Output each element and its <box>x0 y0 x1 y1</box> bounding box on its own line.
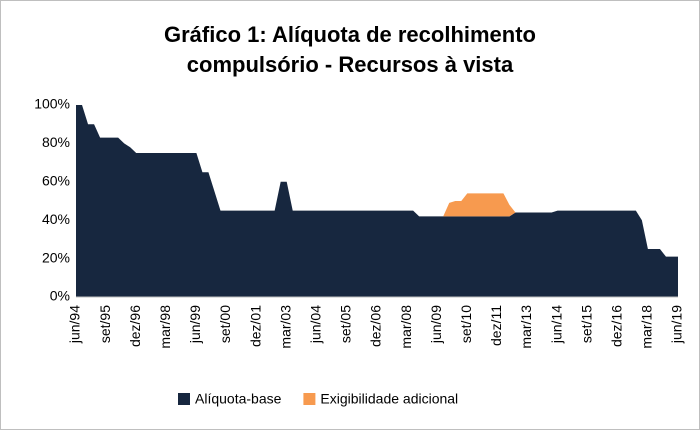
x-tick-label: mar/98 <box>157 305 173 349</box>
area <box>76 105 678 297</box>
y-tick-label: 100% <box>34 96 70 112</box>
x-tick-label: mar/18 <box>639 305 655 349</box>
legend-swatch <box>303 393 316 405</box>
x-tick-label: jun/99 <box>187 305 203 344</box>
x-tick-label: set/00 <box>217 305 233 343</box>
x-tick-label: jun/94 <box>67 305 83 344</box>
x-tick-label: set/95 <box>97 305 113 343</box>
x-tick-label: dez/11 <box>488 305 504 346</box>
x-tick-label: set/10 <box>458 305 474 343</box>
chart-title: Gráfico 1: Alíquota de recolhimento <box>164 22 536 47</box>
y-tick-label: 40% <box>42 211 70 227</box>
y-tick-label: 20% <box>42 249 70 265</box>
x-tick-label: jun/09 <box>428 305 444 344</box>
x-tick-label: dez/01 <box>247 305 263 347</box>
x-tick-label: mar/13 <box>518 305 534 349</box>
legend-label: Alíquota-base <box>195 391 282 407</box>
legend-swatch <box>178 393 190 405</box>
x-tick-label: dez/96 <box>127 305 143 347</box>
x-tick-label: jun/04 <box>308 305 324 344</box>
x-tick-label: dez/06 <box>368 305 384 347</box>
x-tick-label: set/15 <box>578 305 594 343</box>
x-tick-label: dez/16 <box>609 305 625 347</box>
x-tick-label: jun/19 <box>669 305 685 344</box>
y-tick-label: 60% <box>42 173 70 189</box>
chart-title: compulsório - Recursos à vista <box>187 52 514 77</box>
legend-label: Exigibilidade adicional <box>320 391 458 407</box>
x-tick-label: set/05 <box>338 305 354 343</box>
x-tick-label: mar/03 <box>277 305 293 349</box>
y-tick-label: 0% <box>50 288 70 304</box>
y-tick-label: 80% <box>42 134 70 150</box>
x-tick-label: mar/08 <box>398 305 414 349</box>
x-tick-label: jun/14 <box>548 305 564 344</box>
